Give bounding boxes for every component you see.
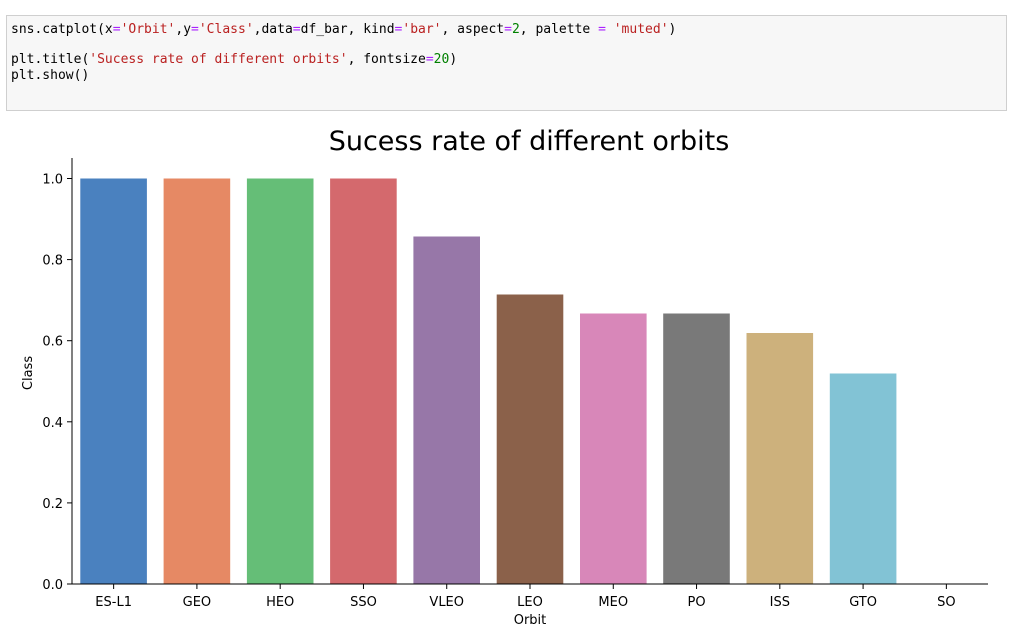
chart-title: Sucess rate of different orbits	[329, 126, 730, 157]
bar-sso	[330, 179, 397, 585]
y-tick-label: 0.8	[42, 254, 63, 269]
y-tick-label: 0.2	[42, 497, 63, 512]
y-tick-label: 1.0	[42, 173, 63, 188]
x-tick-label: MEO	[598, 595, 628, 610]
bar-chart: Sucess rate of different orbits 0.00.20.…	[0, 118, 1016, 642]
code-line-show: plt.show()	[11, 68, 1002, 84]
y-tick-label: 0.6	[42, 335, 63, 350]
y-axis-label: Class	[21, 356, 36, 390]
bar-leo	[497, 295, 564, 585]
code-line-catplot: sns.catplot(x='Orbit',y='Class',data=df_…	[11, 22, 1002, 38]
x-tick-label: ES-L1	[95, 595, 132, 610]
x-tick-label: GEO	[183, 595, 212, 610]
bar-iss	[747, 333, 814, 584]
y-tick-label: 0.0	[42, 578, 63, 593]
y-tick-label: 0.4	[42, 416, 63, 431]
x-tick-label: ISS	[770, 595, 790, 610]
x-tick-label: SO	[937, 595, 955, 610]
x-axis-label: Orbit	[514, 613, 547, 628]
bar-es-l1	[80, 179, 147, 585]
x-tick-label: LEO	[517, 595, 543, 610]
x-tick-label: PO	[688, 595, 706, 610]
x-tick-label: SSO	[350, 595, 377, 610]
bar-geo	[164, 179, 231, 585]
bar-vleo	[413, 237, 480, 585]
bar-po	[663, 314, 730, 585]
code-line-title: plt.title('Sucess rate of different orbi…	[11, 52, 1002, 68]
code-cell[interactable]: sns.catplot(x='Orbit',y='Class',data=df_…	[6, 15, 1007, 111]
code-blank-line	[11, 38, 1002, 52]
x-tick-label: HEO	[266, 595, 294, 610]
x-tick-label: VLEO	[429, 595, 464, 610]
bars-group	[80, 179, 896, 585]
x-tick-label: GTO	[849, 595, 877, 610]
x-ticks-group: ES-L1 GEO HEO SSO VLEO LEO MEO PO ISS GTO SO	[95, 584, 955, 610]
bar-gto	[830, 374, 897, 585]
y-ticks-group: 0.0 0.2 0.4 0.6 0.8 1.0	[42, 173, 72, 594]
bar-meo	[580, 314, 647, 585]
bar-heo	[247, 179, 314, 585]
